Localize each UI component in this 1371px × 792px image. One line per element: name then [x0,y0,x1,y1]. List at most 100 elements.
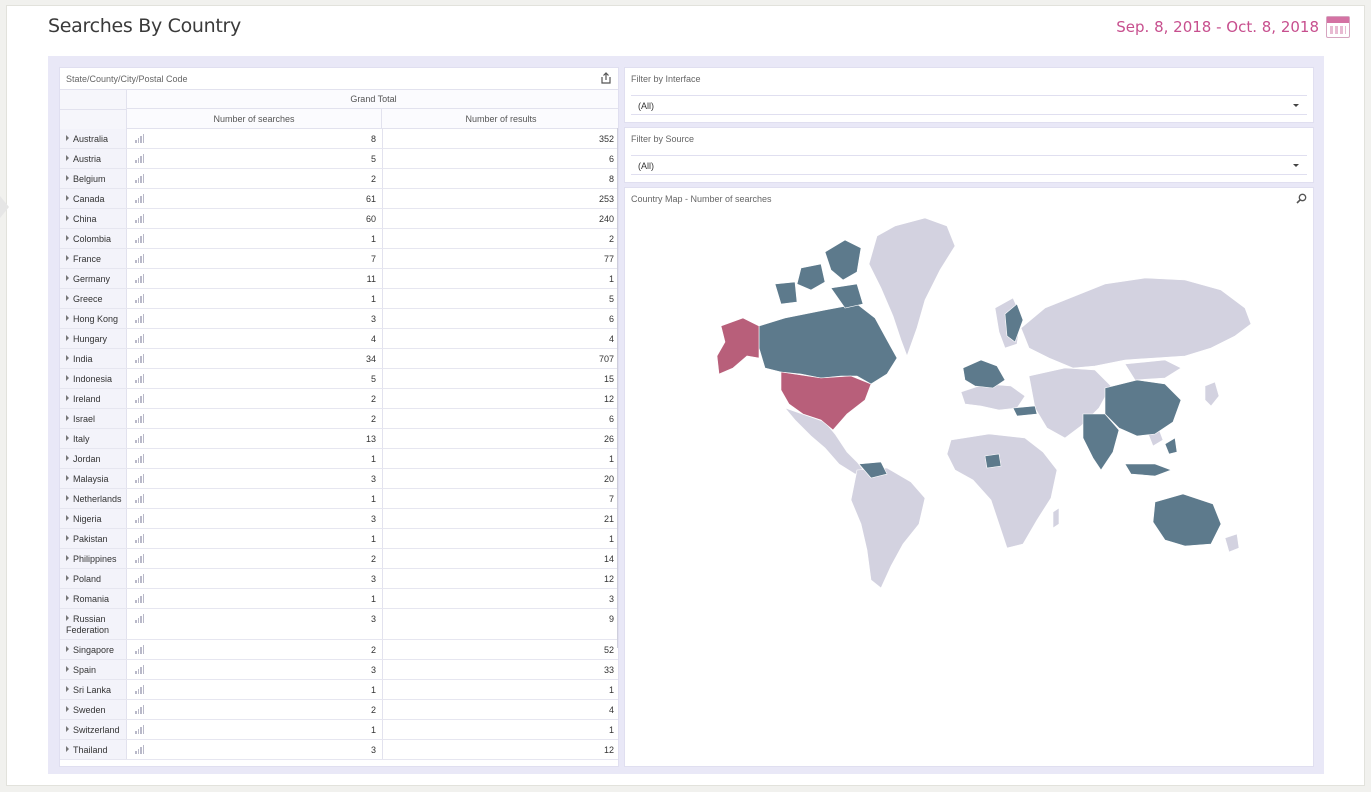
row-label[interactable]: Israel [60,409,127,428]
expand-caret-icon[interactable] [66,315,69,321]
expand-caret-icon[interactable] [66,135,69,141]
zoom-icon[interactable] [1296,193,1307,204]
expand-caret-icon[interactable] [66,335,69,341]
row-label[interactable]: Hungary [60,329,127,348]
row-label[interactable]: Russian Federation [60,609,127,639]
row-label[interactable]: Poland [60,569,127,588]
row-label[interactable]: Sri Lanka [60,680,127,699]
world-map[interactable] [625,208,1313,766]
row-label[interactable]: Canada [60,189,127,208]
date-range-label[interactable]: Sep. 8, 2018 - Oct. 8, 2018 [1116,18,1319,36]
expand-caret-icon[interactable] [66,455,69,461]
bar-chart-icon[interactable] [135,274,145,283]
expand-caret-icon[interactable] [66,375,69,381]
expand-caret-icon[interactable] [66,155,69,161]
expand-caret-icon[interactable] [66,415,69,421]
row-label[interactable]: Belgium [60,169,127,188]
bar-chart-icon[interactable] [135,254,145,263]
filter-interface-select[interactable]: (All) [631,95,1307,115]
bar-chart-icon[interactable] [135,234,145,243]
row-label[interactable]: Indonesia [60,369,127,388]
bar-chart-icon[interactable] [135,574,145,583]
bar-chart-icon[interactable] [135,154,145,163]
expand-caret-icon[interactable] [66,615,69,621]
side-expander[interactable] [0,196,9,218]
bar-chart-icon[interactable] [135,314,145,323]
bar-chart-icon[interactable] [135,745,145,754]
bar-chart-icon[interactable] [135,514,145,523]
table-scrollbar[interactable] [617,128,618,648]
bar-chart-icon[interactable] [135,334,145,343]
row-label[interactable]: Pakistan [60,529,127,548]
expand-caret-icon[interactable] [66,555,69,561]
row-label[interactable]: Romania [60,589,127,608]
expand-caret-icon[interactable] [66,275,69,281]
bar-chart-icon[interactable] [135,554,145,563]
bar-chart-icon[interactable] [135,414,145,423]
row-label[interactable]: Singapore [60,640,127,659]
row-label[interactable]: Switzerland [60,720,127,739]
expand-caret-icon[interactable] [66,535,69,541]
bar-chart-icon[interactable] [135,454,145,463]
bar-chart-icon[interactable] [135,394,145,403]
bar-chart-icon[interactable] [135,194,145,203]
expand-caret-icon[interactable] [66,706,69,712]
row-label[interactable]: Greece [60,289,127,308]
row-label[interactable]: Netherlands [60,489,127,508]
bar-chart-icon[interactable] [135,594,145,603]
expand-caret-icon[interactable] [66,175,69,181]
expand-caret-icon[interactable] [66,355,69,361]
row-label[interactable]: Philippines [60,549,127,568]
bar-chart-icon[interactable] [135,474,145,483]
bar-chart-icon[interactable] [135,374,145,383]
bar-chart-icon[interactable] [135,534,145,543]
row-label[interactable]: France [60,249,127,268]
calendar-icon[interactable] [1326,16,1350,38]
expand-caret-icon[interactable] [66,255,69,261]
expand-caret-icon[interactable] [66,195,69,201]
expand-caret-icon[interactable] [66,646,69,652]
expand-caret-icon[interactable] [66,475,69,481]
row-label[interactable]: Italy [60,429,127,448]
row-label[interactable]: Spain [60,660,127,679]
bar-chart-icon[interactable] [135,494,145,503]
expand-caret-icon[interactable] [66,515,69,521]
expand-caret-icon[interactable] [66,575,69,581]
column-header-searches[interactable]: Number of searches [127,109,382,129]
expand-caret-icon[interactable] [66,595,69,601]
expand-caret-icon[interactable] [66,215,69,221]
bar-chart-icon[interactable] [135,614,145,623]
row-label[interactable]: Ireland [60,389,127,408]
column-header-results[interactable]: Number of results [382,109,618,129]
row-label[interactable]: Malaysia [60,469,127,488]
expand-caret-icon[interactable] [66,495,69,501]
row-label[interactable]: Jordan [60,449,127,468]
bar-chart-icon[interactable] [135,214,145,223]
expand-caret-icon[interactable] [66,395,69,401]
expand-caret-icon[interactable] [66,295,69,301]
row-label[interactable]: Nigeria [60,509,127,528]
expand-caret-icon[interactable] [66,666,69,672]
filter-source-select[interactable]: (All) [631,155,1307,175]
bar-chart-icon[interactable] [135,685,145,694]
expand-caret-icon[interactable] [66,435,69,441]
row-label[interactable]: Colombia [60,229,127,248]
bar-chart-icon[interactable] [135,665,145,674]
bar-chart-icon[interactable] [135,705,145,714]
row-label[interactable]: China [60,209,127,228]
row-label[interactable]: Austria [60,149,127,168]
bar-chart-icon[interactable] [135,434,145,443]
row-label[interactable]: Thailand [60,740,127,759]
row-label[interactable]: Germany [60,269,127,288]
bar-chart-icon[interactable] [135,725,145,734]
bar-chart-icon[interactable] [135,354,145,363]
row-label[interactable]: Hong Kong [60,309,127,328]
bar-chart-icon[interactable] [135,645,145,654]
expand-caret-icon[interactable] [66,726,69,732]
row-label[interactable]: Australia [60,129,127,148]
share-icon[interactable] [600,72,612,84]
row-label[interactable]: India [60,349,127,368]
bar-chart-icon[interactable] [135,134,145,143]
bar-chart-icon[interactable] [135,174,145,183]
expand-caret-icon[interactable] [66,686,69,692]
